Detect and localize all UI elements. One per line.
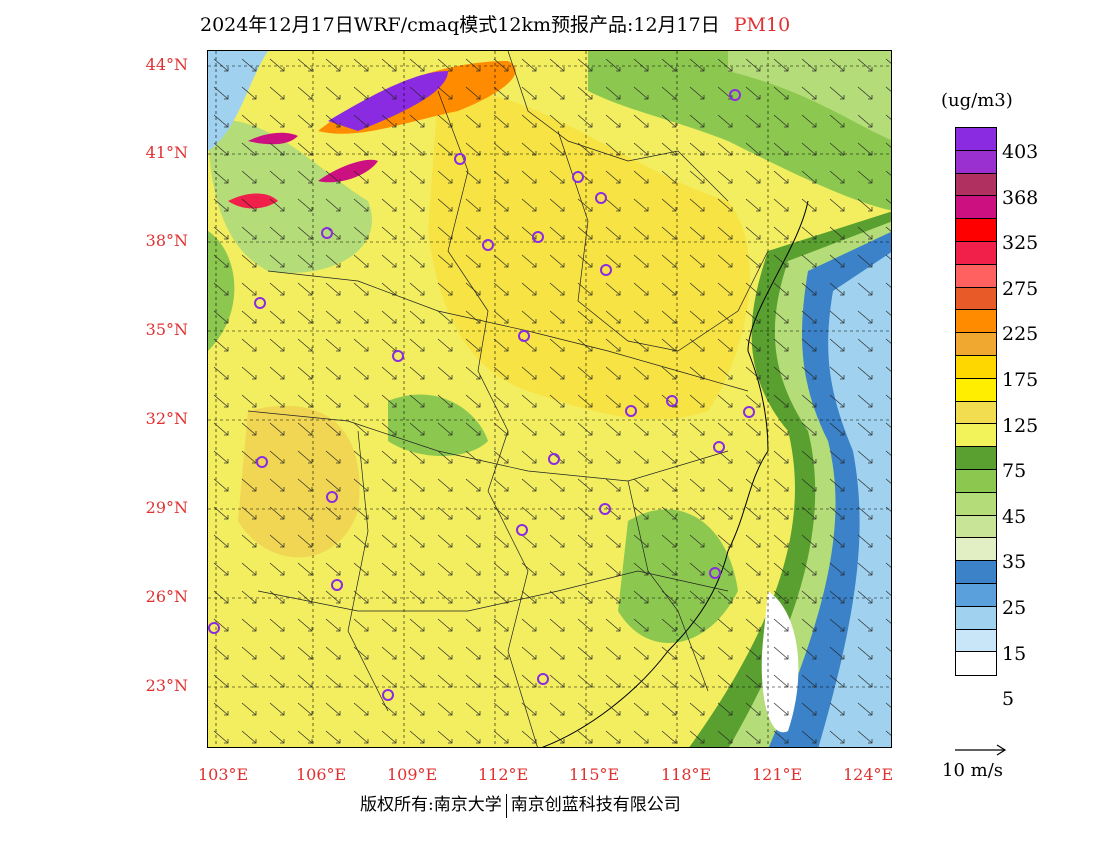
city-marker: [548, 453, 560, 465]
lon-label: 106°E: [296, 765, 347, 784]
title-variable: PM10: [733, 14, 791, 36]
colorbar-label: 75: [1002, 460, 1027, 483]
colorbar-swatch: [956, 424, 996, 448]
lon-label: 109°E: [387, 765, 438, 784]
colorbar-swatch: [956, 629, 996, 653]
lon-label: 121°E: [752, 765, 803, 784]
colorbar-swatch: [956, 264, 996, 288]
lat-label: 35°N: [145, 320, 188, 339]
city-markers: [208, 89, 755, 701]
lat-label: 23°N: [145, 676, 188, 695]
colorbar-swatch: [956, 378, 996, 402]
city-marker: [208, 622, 220, 634]
colorbar-label: 25: [1002, 597, 1027, 619]
city-marker: [256, 456, 268, 468]
city-marker: [600, 264, 612, 276]
footer-company: 南京创蓝科技有限公司: [510, 795, 681, 815]
colorbar-label: 125: [1002, 414, 1039, 437]
lat-label: 26°N: [145, 587, 188, 606]
colorbar-label: 5: [1002, 688, 1015, 711]
city-marker: [482, 239, 494, 251]
colorbar-swatch: [956, 561, 996, 584]
colorbar-swatch: [956, 173, 996, 197]
colorbar-label: 275: [1002, 277, 1039, 300]
city-marker: [326, 491, 338, 503]
colorbar-swatch: [956, 150, 996, 174]
city-marker: [537, 673, 549, 685]
lat-label: 44°N: [145, 55, 188, 74]
lat-label: 32°N: [145, 409, 188, 428]
lat-label: 38°N: [145, 231, 188, 250]
city-marker: [382, 689, 394, 701]
footer-copyright: 版权所有:南京大学: [360, 795, 502, 815]
city-marker: [572, 171, 584, 183]
city-marker: [331, 579, 343, 591]
colorbar-swatch: [956, 652, 996, 676]
colorbar-label: 403: [1002, 141, 1039, 163]
colorbar-swatch: [956, 333, 996, 356]
colorbar-swatch: [956, 219, 996, 242]
lon-label: 112°E: [478, 765, 529, 784]
city-marker: [532, 231, 544, 243]
lat-label: 29°N: [145, 498, 188, 517]
city-marker: [743, 406, 755, 418]
lat-label: 41°N: [145, 143, 188, 162]
city-marker: [254, 297, 266, 309]
map-canvas: [208, 51, 891, 747]
wind-reference-arrow-icon: [955, 744, 1007, 756]
colorbar-label: 45: [1002, 505, 1027, 528]
colorbar: [955, 127, 997, 677]
map-title: 2024年12月17日WRF/cmaq模式12km预报产品:12月17日 PM10: [200, 10, 790, 37]
city-marker: [709, 567, 721, 579]
colorbar-swatch: [956, 128, 996, 151]
colorbar-swatch: [956, 447, 996, 470]
colorbar-label: 15: [1002, 642, 1027, 665]
colorbar-swatch: [956, 287, 996, 311]
colorbar-swatch: [956, 606, 996, 630]
city-marker: [729, 89, 741, 101]
colorbar-label: 175: [1002, 369, 1039, 391]
colorbar-swatch: [956, 241, 996, 265]
colorbar-label: 368: [1002, 186, 1039, 209]
title-main: 2024年12月17日WRF/cmaq模式12km预报产品:12月17日: [200, 14, 720, 36]
city-marker: [625, 405, 637, 417]
colorbar-swatch: [956, 355, 996, 379]
city-marker: [595, 192, 607, 204]
city-marker: [599, 503, 611, 515]
city-marker: [321, 227, 333, 239]
city-marker: [518, 330, 530, 342]
colorbar-swatch: [956, 492, 996, 516]
footer: 版权所有:南京大学 南京创蓝科技有限公司: [360, 790, 681, 818]
colorbar-swatch: [956, 469, 996, 493]
wind-vectors: [208, 51, 891, 747]
colorbar-swatch: [956, 196, 996, 220]
colorbar-label: 225: [1002, 323, 1039, 346]
colorbar-label: 35: [1002, 551, 1027, 574]
pm10-map: [207, 50, 892, 748]
colorbar-label: 325: [1002, 232, 1039, 255]
city-marker: [454, 153, 466, 165]
wind-reference-label: 10 m/s: [942, 760, 1003, 781]
colorbar-swatch: [956, 401, 996, 425]
lon-label: 118°E: [661, 765, 712, 784]
lon-label: 124°E: [843, 765, 894, 784]
city-marker: [666, 395, 678, 407]
city-marker: [516, 524, 528, 536]
city-marker: [392, 350, 404, 362]
city-marker: [713, 441, 725, 453]
colorbar-unit: (ug/m3): [941, 90, 1013, 111]
lon-label: 103°E: [198, 765, 249, 784]
lon-label: 115°E: [569, 765, 620, 784]
colorbar-swatch: [956, 583, 996, 607]
colorbar-swatch: [956, 515, 996, 539]
footer-separator: [505, 793, 507, 818]
colorbar-swatch: [956, 538, 996, 562]
colorbar-swatch: [956, 310, 996, 334]
